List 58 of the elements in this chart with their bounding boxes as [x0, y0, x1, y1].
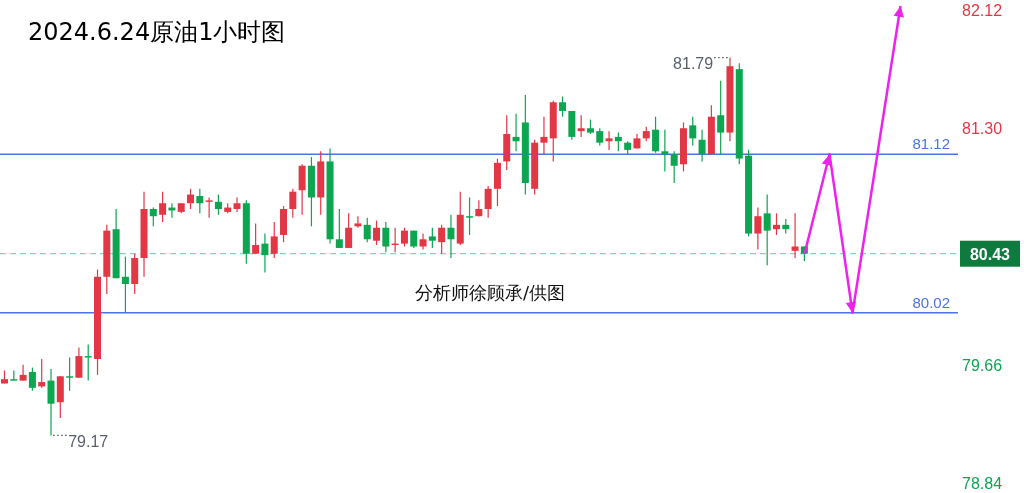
- candlestick: [466, 196, 474, 236]
- annotation: 分析师徐顾承/供图: [414, 282, 566, 303]
- candlestick: [512, 113, 520, 152]
- candlestick: [438, 224, 446, 255]
- candlestick: [772, 212, 780, 236]
- candlestick: [38, 358, 46, 389]
- candlestick: [289, 188, 297, 219]
- candlestick: [233, 196, 241, 213]
- candlestick: [270, 221, 278, 259]
- candlestick: [205, 196, 213, 219]
- candlestick: [363, 217, 371, 243]
- candlestick: [661, 129, 669, 173]
- candlestick: [47, 368, 55, 437]
- y-tick-label: 81.30: [962, 120, 1003, 138]
- candlestick: [447, 214, 455, 259]
- candlestick: [354, 215, 362, 229]
- candlestick: [652, 116, 660, 154]
- candlestick: [763, 193, 771, 266]
- candlestick: [19, 364, 27, 382]
- y-tick-label: 79.66: [962, 356, 1003, 374]
- ref-line-label: 80.43: [969, 245, 1011, 263]
- candlestick: [670, 150, 678, 184]
- candlestick: [28, 367, 36, 392]
- candlestick: [214, 193, 222, 216]
- candlestick: [149, 206, 157, 227]
- candlestick: [159, 191, 167, 223]
- candlestick: [121, 255, 129, 314]
- ref-line-label: 81.12: [912, 135, 950, 153]
- candlestick: [614, 131, 622, 152]
- y-tick-label: 78.84: [962, 475, 1003, 492]
- candlestick: [484, 185, 492, 219]
- y-tick-label: 82.12: [962, 2, 1003, 19]
- candlestick: [400, 227, 408, 248]
- candlestick: [717, 80, 725, 155]
- candlestick: [605, 130, 613, 151]
- candlestick: [66, 356, 74, 392]
- candlestick: [261, 232, 269, 274]
- candlestick: [540, 116, 548, 155]
- candlestick: [791, 212, 799, 259]
- candlestick: [382, 221, 390, 253]
- candlestick: [335, 208, 343, 249]
- candlestick: [196, 188, 204, 214]
- chart-title: 2024.6.24原油1小时图: [28, 17, 286, 48]
- annotation: 79.17: [68, 433, 109, 451]
- candlestick: [698, 129, 706, 163]
- annotation: 81.79: [673, 54, 714, 72]
- candlestick: [577, 114, 585, 138]
- candlestick: [428, 227, 436, 249]
- candlestick: [689, 116, 697, 147]
- candlestick: [187, 188, 195, 210]
- candlestick: [373, 219, 381, 246]
- candlestick: [345, 212, 353, 249]
- candlestick: [559, 95, 567, 118]
- candlestick: [75, 346, 83, 379]
- candlestick: [84, 343, 92, 382]
- ref-line-label: 80.02: [912, 293, 950, 311]
- candlestick: [754, 206, 762, 250]
- candlestick: [252, 222, 260, 255]
